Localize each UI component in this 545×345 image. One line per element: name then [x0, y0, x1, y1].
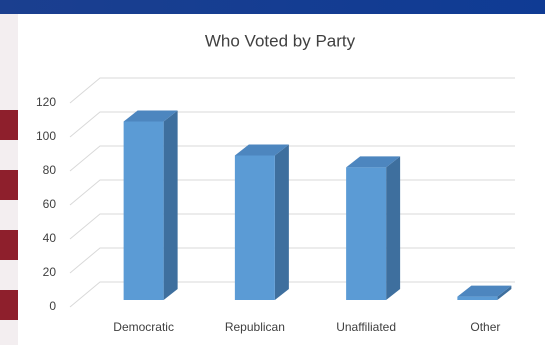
y-tick-label: 40: [43, 231, 57, 245]
bar: [234, 155, 275, 300]
bar-side: [386, 156, 401, 300]
bar: [457, 296, 498, 300]
plot-area: 0 20 40 60 80 100 120 Democratic Republican Unaff…: [36, 77, 515, 334]
bar-top: [234, 144, 289, 156]
bar-top: [346, 156, 401, 168]
bar-side: [163, 110, 178, 300]
x-tick-label: Other: [470, 320, 500, 334]
x-tick-label: Republican: [225, 320, 285, 334]
grid-line: [69, 111, 515, 138]
x-tick-label: Unaffiliated: [336, 320, 396, 334]
chart-title: Who Voted by Party: [205, 31, 356, 50]
y-tick-label: 60: [43, 197, 57, 211]
y-tick-label: 0: [49, 299, 56, 313]
x-tick-label: Democratic: [113, 320, 174, 334]
grid-line: [69, 145, 515, 172]
bar-side: [274, 144, 289, 300]
grid-line: [69, 77, 515, 104]
y-tick-label: 80: [43, 163, 57, 177]
bar-top: [457, 285, 512, 297]
flag-stripes: [0, 14, 20, 345]
y-tick-label: 20: [43, 265, 57, 279]
bar-top: [123, 110, 178, 122]
bar-side: [497, 285, 512, 300]
bar: [346, 167, 387, 300]
y-tick-label: 120: [36, 95, 56, 109]
bar: [123, 121, 164, 300]
y-tick-label: 100: [36, 129, 56, 143]
